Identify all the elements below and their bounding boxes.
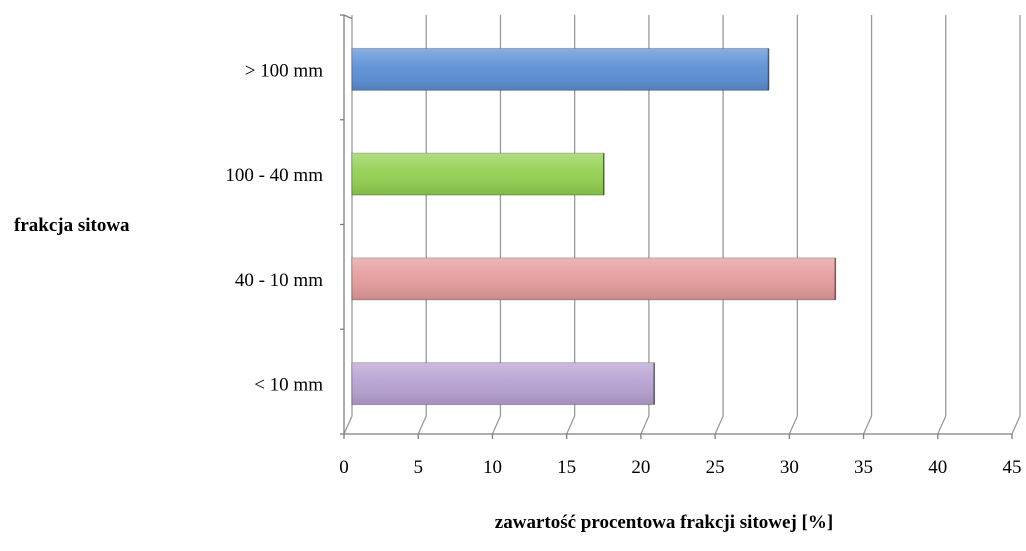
x-tick-label-5: 25 (706, 457, 725, 478)
x-gridline-2 (491, 15, 502, 435)
x-tick-label-3: 15 (557, 457, 576, 478)
x-gridline-6 (788, 15, 798, 435)
y-axis-title: frakcja sitowa (14, 215, 130, 236)
bar-shade-2 (352, 257, 836, 300)
x-gridline-4 (640, 15, 650, 435)
bar-3 (351, 362, 656, 406)
axes (340, 14, 1013, 439)
x-gridline-8 (937, 15, 947, 435)
bar-0 (351, 47, 770, 91)
bar-shade-1 (352, 153, 604, 196)
x-tick-label-6: 30 (780, 457, 799, 478)
x-gridline-3 (566, 15, 576, 435)
x-gridline-9 (1011, 15, 1021, 435)
x-tick-label-7: 35 (854, 457, 873, 478)
x-tick-label-9: 45 (1003, 457, 1022, 478)
wall-top-edge (343, 14, 353, 20)
x-tick-label-1: 5 (413, 457, 423, 478)
category-label-0: > 100 mm (245, 60, 323, 81)
x-gridline-7 (862, 15, 873, 435)
gridlines (343, 15, 1021, 435)
x-axis-title: zawartość procentowa frakcji sitowej [%] (495, 512, 833, 533)
x-gridline-5 (714, 15, 724, 435)
category-label-3: < 10 mm (254, 375, 323, 396)
bar-2 (351, 257, 837, 301)
bar-shade-0 (352, 48, 769, 91)
labels: 0 5 10 15 20 25 30 35 40 45 > 100 mm 100 - 40 mm 40 … (225, 60, 1021, 478)
x-tick-label-2: 10 (483, 457, 502, 478)
category-label-1: 100 - 40 mm (225, 165, 323, 186)
bar-1 (351, 152, 605, 196)
category-label-2: 40 - 10 mm (235, 270, 323, 291)
x-tick-label-4: 20 (631, 457, 650, 478)
bar-shade-3 (352, 362, 655, 405)
x-gridline-1 (417, 15, 427, 435)
x-gridline-0 (343, 15, 353, 435)
bars (351, 47, 837, 406)
x-tick-label-8: 40 (928, 457, 947, 478)
x-tick-label-0: 0 (339, 457, 349, 478)
